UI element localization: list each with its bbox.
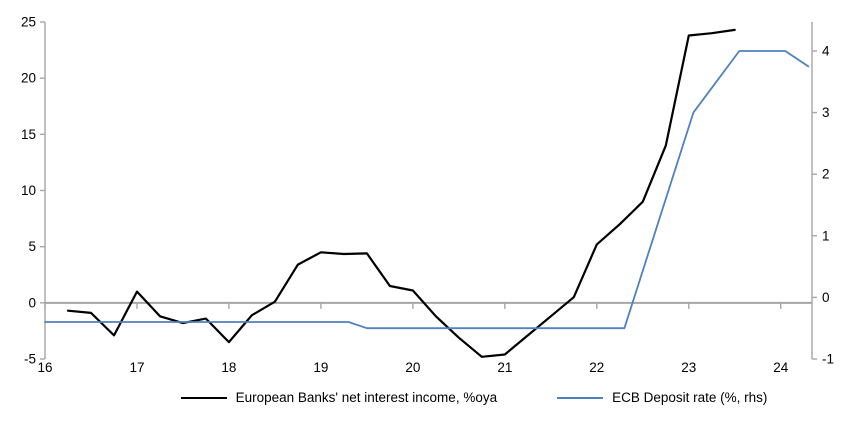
left-axis-tick-label: 25: [21, 15, 36, 30]
legend-line-sample-blue: [557, 396, 604, 399]
legend-line-sample-black: [180, 396, 227, 399]
left-axis-tick-label: 0: [28, 295, 36, 310]
chart-legend: European Banks' net interest income, %oy…: [48, 390, 852, 405]
right-axis-tick-label: 3: [822, 105, 830, 120]
x-axis-tick-label: 21: [497, 360, 512, 375]
series-line-ecb-deposit-rate: [44, 50, 810, 330]
x-axis-tick-label: 16: [37, 360, 52, 375]
left-axis-tick-label: 10: [21, 183, 36, 198]
left-axis-tick-label: -5: [24, 352, 36, 367]
legend-item-ecb-deposit-rate: ECB Deposit rate (%, rhs): [557, 390, 767, 405]
right-axis-tick-label: 1: [822, 228, 830, 243]
right-axis-tick-label: 4: [822, 43, 830, 58]
legend-label-net-interest-income: European Banks' net interest income, %oy…: [235, 390, 498, 405]
left-axis-tick-label: 15: [21, 127, 36, 142]
series-line-net-interest-income: [66, 28, 736, 358]
x-axis-tick-label: 22: [589, 360, 604, 375]
x-axis-tick-label: 20: [405, 360, 420, 375]
left-axis-tick-label: 5: [28, 239, 36, 254]
x-axis-tick-label: 23: [681, 360, 696, 375]
right-axis-tick-label: 2: [822, 167, 830, 182]
right-axis-tick-label: 0: [822, 290, 830, 305]
left-axis-tick-label: 20: [21, 71, 36, 86]
legend-label-ecb-deposit-rate: ECB Deposit rate (%, rhs): [612, 390, 768, 405]
x-axis-tick-label: 19: [313, 360, 328, 375]
x-axis-tick-label: 18: [221, 360, 236, 375]
x-axis-tick-label: 24: [773, 360, 789, 375]
right-axis-tick-label: -1: [822, 352, 834, 367]
x-axis-tick-label: 17: [129, 360, 144, 375]
legend-item-net-interest-income: European Banks' net interest income, %oy…: [180, 390, 498, 405]
